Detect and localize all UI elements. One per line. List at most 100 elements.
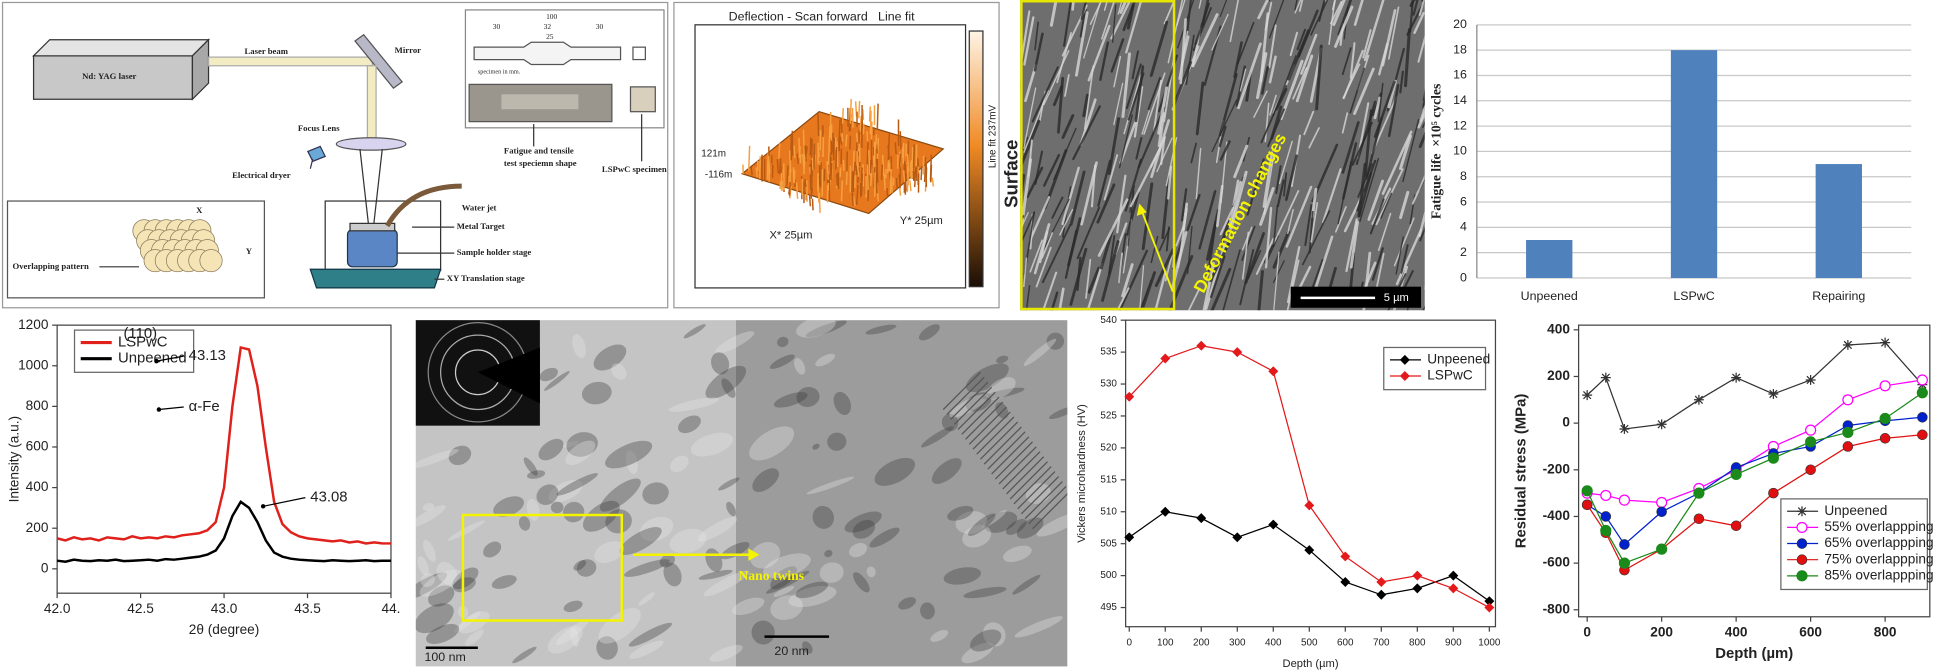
colorbar: [968, 30, 984, 288]
inset-frame: [6, 200, 266, 299]
blob: [548, 479, 583, 503]
blob: [763, 553, 811, 579]
streak: [1176, 0, 1186, 26]
streak: [1085, 258, 1092, 299]
streak: [1273, 251, 1280, 311]
y-tick-label: 400: [26, 479, 49, 494]
marker: [1768, 487, 1779, 499]
arrow-head: [748, 548, 760, 561]
streak: [1253, 90, 1268, 118]
y-tick-label: 540: [1100, 315, 1117, 326]
blob: [752, 468, 779, 493]
streak: [1233, 41, 1243, 79]
annotation: α-Fe: [189, 399, 220, 415]
streak: [1272, 260, 1285, 284]
spike: [916, 166, 919, 185]
blob: [718, 477, 740, 491]
y-tick-label: 500: [1100, 570, 1117, 581]
dryer-icon: [306, 145, 327, 169]
streak: [1157, 112, 1166, 148]
blob: [624, 559, 670, 577]
streak: [1154, 247, 1175, 287]
streak: [1237, 42, 1262, 110]
y-tick-label: 535: [1100, 347, 1117, 358]
blob: [947, 505, 974, 521]
annotation-arrow: [156, 355, 184, 362]
y-tick-label: 1000: [18, 357, 49, 372]
streak: [1294, 0, 1302, 14]
spike: [835, 173, 839, 187]
marker: [1484, 596, 1495, 607]
streak: [1121, 52, 1131, 118]
marker: [1232, 347, 1243, 358]
streak: [1435, 272, 1442, 307]
marker: [1797, 506, 1807, 517]
streak: [1232, 179, 1240, 207]
x-tick-label: 43.5: [294, 601, 321, 616]
streak: [1119, 0, 1128, 14]
y-tick-label: -800: [1543, 601, 1571, 616]
legend-box: [1383, 346, 1487, 391]
streak: [1402, 118, 1420, 183]
streak: [1296, 28, 1307, 51]
x-tick-label: 600: [1337, 637, 1354, 648]
spike: [862, 109, 865, 120]
blob: [963, 586, 1007, 599]
mirror-shape: [354, 33, 404, 89]
streak: [1190, 142, 1197, 164]
streak: [1349, 220, 1359, 269]
streak: [1058, 287, 1065, 311]
blob: [556, 473, 598, 496]
blob: [669, 528, 707, 554]
streak: [1310, 258, 1324, 293]
label: LSPwC specimen: [602, 164, 667, 174]
x-tick-label: 100: [1157, 637, 1174, 648]
streak: [1377, 212, 1392, 251]
streak: [1373, 80, 1396, 138]
blob: [815, 353, 835, 367]
streak: [1300, 33, 1318, 75]
y-tick-label: 0: [1460, 270, 1467, 284]
spike: [857, 143, 861, 152]
twin: [1032, 493, 1068, 530]
streak: [1031, 66, 1059, 123]
twin: [946, 376, 985, 415]
streak: [1116, 174, 1127, 234]
streak: [1191, 13, 1219, 68]
y-tick-label: -400: [1543, 508, 1571, 523]
y-tick-label: 6: [1460, 194, 1467, 208]
blob: [683, 324, 706, 339]
overlap-circles: [132, 219, 223, 273]
spike: [875, 181, 878, 194]
spike: [828, 126, 831, 149]
y-tick-label: 1200: [18, 317, 49, 332]
streak: [1158, 227, 1171, 252]
blob: [1002, 545, 1032, 563]
blob: [961, 642, 994, 664]
streak: [1334, 5, 1354, 48]
blob: [770, 595, 803, 621]
blob: [773, 586, 795, 597]
blob: [493, 496, 524, 517]
blob: [415, 449, 459, 469]
streak: [1141, 271, 1157, 308]
marker: [1412, 570, 1423, 581]
streak: [1403, 28, 1412, 88]
blob: [562, 440, 579, 448]
streak: [1413, 11, 1425, 34]
y-tick-label: 8: [1460, 169, 1467, 183]
spike: [906, 180, 909, 193]
spike: [798, 146, 801, 159]
blob: [996, 355, 1009, 364]
y-tick-label: 18: [1453, 42, 1467, 56]
spike: [920, 166, 923, 181]
blob: [565, 440, 596, 466]
streak: [1295, 54, 1314, 103]
streak: [1129, 147, 1162, 208]
streak: [1043, 50, 1070, 106]
streak: [1139, 265, 1145, 310]
streak: [1061, 166, 1080, 226]
marker: [1796, 554, 1808, 565]
streak: [1417, 34, 1425, 63]
